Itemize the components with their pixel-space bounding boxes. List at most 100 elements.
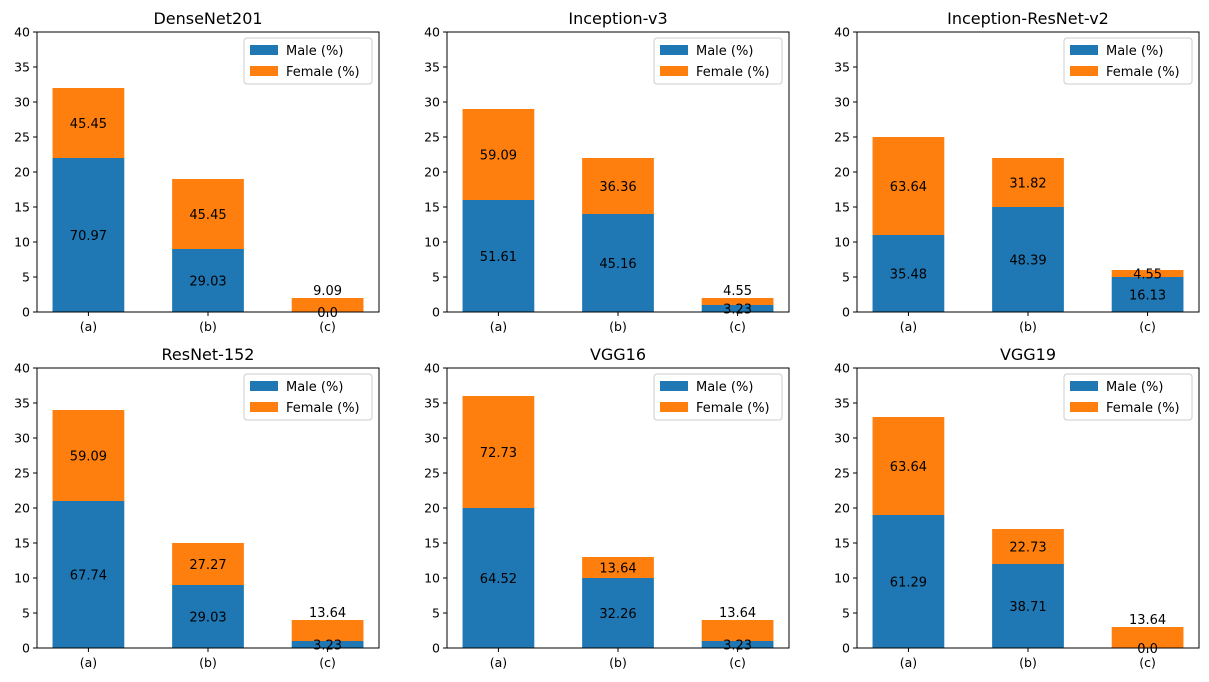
y-tick-label: 5 [22,270,30,285]
x-tick-label: (b) [199,655,217,670]
y-tick-label: 40 [834,361,850,376]
y-tick-label: 15 [834,200,850,215]
y-tick-label: 0 [432,641,440,656]
x-tick-label: (c) [729,655,746,670]
data-label-male: 3.23 [723,303,752,318]
bar-male [872,515,945,648]
axes-frame [446,31,790,313]
bar-male [172,249,244,312]
bar-male [52,158,125,312]
legend-swatch-male [250,45,278,55]
axes-frame [856,31,1200,313]
data-label-female: 4.55 [723,284,752,299]
bar-male [52,501,125,648]
x-tick-label: (c) [319,655,336,670]
legend-swatch-female [660,66,688,76]
y-tick-label: 35 [834,60,850,75]
x-tick-label: (b) [1019,319,1037,334]
bar-female [872,137,945,235]
data-label-male: 70.97 [70,229,107,244]
y-tick-label: 40 [14,25,30,40]
y-tick-label: 30 [14,95,30,110]
data-label-male: 48.39 [1009,254,1046,269]
bar-female [992,529,1064,564]
data-label-female: 31.82 [1009,177,1046,192]
bar-female [52,410,125,501]
data-label-female: 27.27 [189,558,226,573]
x-tick-label: (c) [319,319,336,334]
x-tick-label: (a) [900,655,917,670]
y-tick-label: 25 [834,466,850,481]
y-tick-label: 25 [424,466,440,481]
y-tick-label: 5 [432,606,440,621]
bar-male [582,578,654,648]
legend-label: Male (%) [696,44,753,59]
axes-frame [36,31,380,313]
legend-swatch-female [660,402,688,412]
data-label-male: 3.23 [313,639,342,654]
y-tick-label: 20 [834,165,850,180]
y-tick-label: 20 [424,501,440,516]
subplot-title: Inception-ResNet-v2 [947,9,1109,28]
bar-female [52,88,125,158]
y-tick-label: 10 [834,235,850,250]
subplot-title: Inception-v3 [568,9,667,28]
y-tick-label: 15 [14,536,30,551]
legend-label: Female (%) [696,65,770,80]
axes-frame [36,367,380,649]
data-label-female: 4.55 [1133,268,1162,283]
y-tick-label: 30 [424,95,440,110]
data-label-female: 13.64 [719,606,756,621]
bar-female [872,417,945,515]
y-tick-label: 35 [14,396,30,411]
axes-frame [446,367,790,649]
legend-label: Male (%) [696,380,753,395]
legend-swatch-male [660,45,688,55]
subplot-2: 35.48 63.64 (a) 48.39 31.82 (b) 16.13 4.55 (c) 0 5… [834,9,1200,334]
subplot-5: 61.2963.64(a)38.7122.73(b)0.013.64(c)051… [834,345,1200,670]
subplot-1: 51.61 59.09 (a) 45.16 36.36 (b) 3.23 4.55 (c) 0 5 1… [424,9,790,334]
data-label-female: 72.73 [480,446,517,461]
subplot-3: 67.74 59.09 (a) 29.03 27.27 (b) 3.23 13.64 (c) 0 5… [14,345,380,670]
legend-label: Male (%) [1106,44,1163,59]
data-label-male: 38.71 [1009,600,1046,615]
subplot-0: 70.9745.45(a)29.0345.45(b)0.09.09(c)0510… [14,9,380,334]
data-label-male: 61.29 [890,576,927,591]
bar-female [701,620,774,641]
y-tick-label: 20 [834,501,850,516]
legend-swatch-male [660,381,688,391]
data-label-male: 64.52 [480,572,517,587]
data-label-male: 3.23 [723,639,752,654]
legend-swatch-female [250,402,278,412]
y-tick-label: 20 [14,501,30,516]
y-tick-label: 35 [424,396,440,411]
legend-label: Female (%) [286,401,360,416]
legend-swatch-female [1070,402,1098,412]
bar-female [701,298,774,305]
x-tick-label: (a) [80,655,97,670]
subplot-4: 64.52 72.73 (a) 32.26 13.64 (b) 3.23 13.64 (c) 0 5… [424,345,790,670]
legend-swatch-male [1070,381,1098,391]
data-label-female: 36.36 [599,180,636,195]
y-tick-label: 30 [834,95,850,110]
y-tick-label: 0 [842,305,850,320]
data-label-female: 13.64 [1129,613,1166,628]
data-label-male: 67.74 [70,569,107,584]
legend-swatch-male [250,381,278,391]
axes-frame [856,367,1200,649]
y-tick-label: 0 [22,305,30,320]
data-label-male: 32.26 [599,607,636,622]
x-tick-label: (b) [199,319,217,334]
subplot-title: DenseNet201 [153,9,262,28]
data-label-male: 45.16 [599,257,636,272]
subplot-title: VGG19 [1000,345,1056,364]
x-tick-label: (b) [609,655,627,670]
y-tick-label: 0 [22,641,30,656]
y-tick-label: 10 [834,571,850,586]
subplot-title: ResNet-152 [162,345,255,364]
bar-male [172,585,244,648]
bar-female [291,298,364,312]
y-tick-label: 0 [432,305,440,320]
data-label-male: 29.03 [189,611,226,626]
